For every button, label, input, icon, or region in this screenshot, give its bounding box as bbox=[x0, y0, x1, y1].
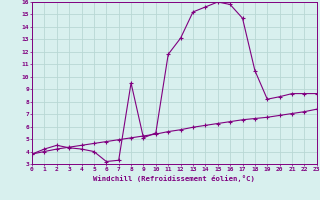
X-axis label: Windchill (Refroidissement éolien,°C): Windchill (Refroidissement éolien,°C) bbox=[93, 175, 255, 182]
